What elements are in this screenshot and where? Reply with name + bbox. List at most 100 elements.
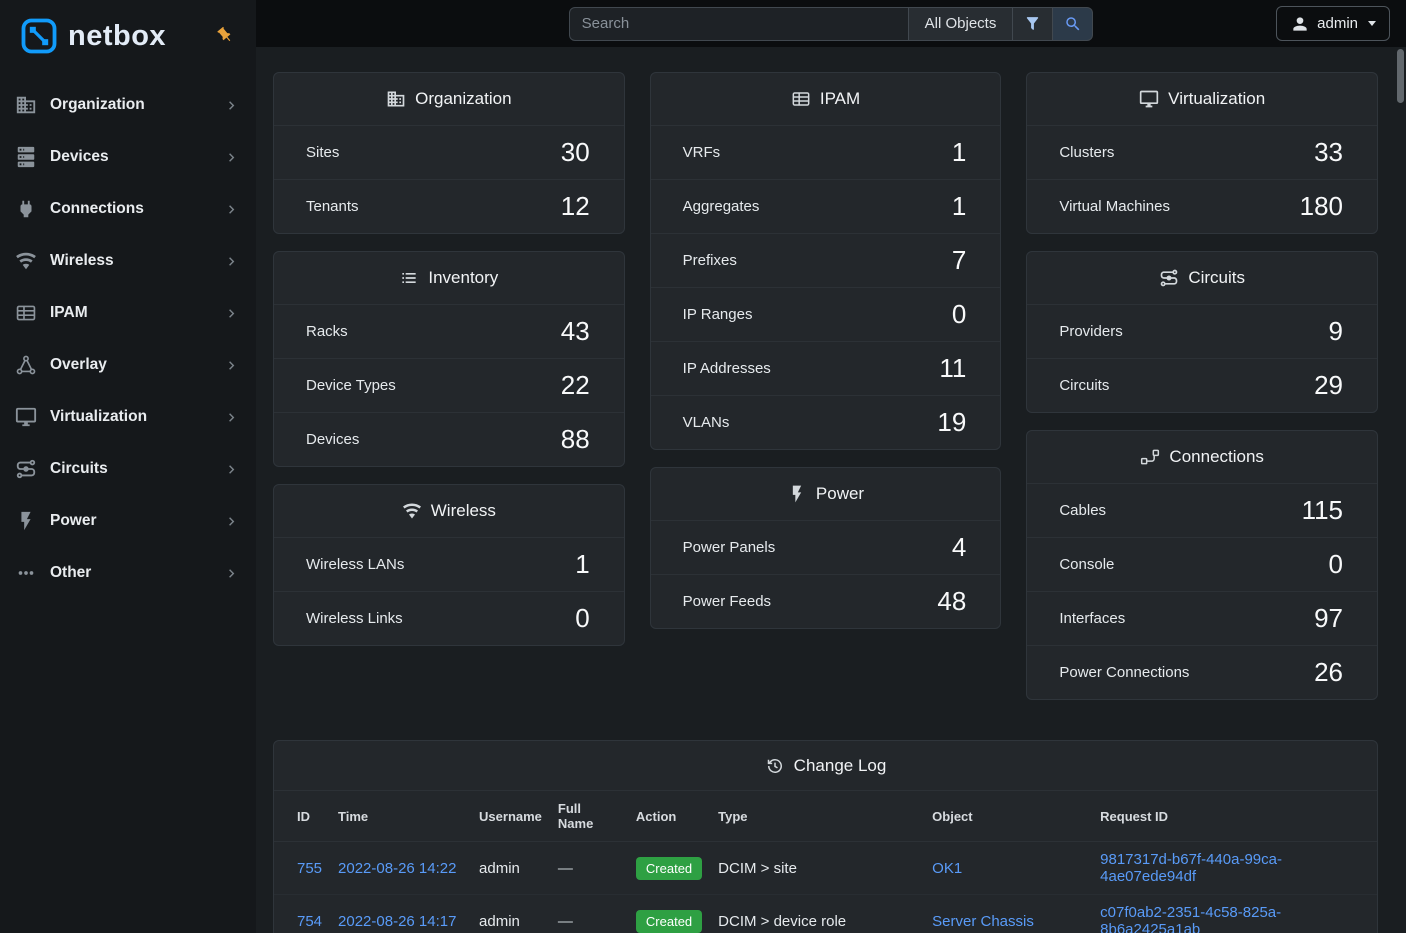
changelog-request-id-link[interactable]: c07f0ab2-2351-4c58-825a-8b6a2425a1ab — [1100, 904, 1282, 933]
sidebar-item-power[interactable]: Power — [0, 495, 256, 547]
chevron-right-icon — [223, 461, 240, 478]
stat-value-link[interactable]: 0 — [575, 603, 590, 633]
stat-row: Sites 30 — [274, 125, 624, 179]
stat-label: IP Addresses — [682, 360, 771, 377]
pin-sidebar-icon[interactable] — [212, 22, 237, 47]
stat-row: Clusters 33 — [1027, 125, 1378, 179]
stat-value-link[interactable]: 30 — [560, 137, 590, 167]
card-ipam: IPAM VRFs 1 Aggregates 1 Prefixes 7 — [649, 72, 1002, 450]
card-title: Inventory — [428, 268, 499, 287]
stat-value-link[interactable]: 11 — [939, 353, 967, 383]
filter-button[interactable] — [1013, 6, 1054, 41]
stat-value-link[interactable]: 7 — [951, 245, 967, 275]
stat-value-link[interactable]: 26 — [1314, 657, 1344, 687]
stat-value-link[interactable]: 19 — [937, 407, 967, 437]
changelog-request-id-link[interactable]: 9817317d-b67f-440a-99ca-4ae07ede94df — [1100, 851, 1282, 885]
stat-label: Racks — [306, 323, 348, 340]
card-title: Connections — [1169, 447, 1264, 466]
card-connections: Connections Cables 115 Console 0 Interfa… — [1026, 430, 1379, 700]
transit-connection-icon — [15, 458, 37, 480]
sidebar-item-circuits[interactable]: Circuits — [0, 443, 256, 495]
sidebar-item-wireless[interactable]: Wireless — [0, 235, 256, 287]
changelog-time-link[interactable]: 2022-08-26 14:22 — [338, 859, 457, 877]
chevron-right-icon — [223, 149, 240, 166]
column-header-full-name: Full Name — [549, 791, 628, 842]
stat-value-link[interactable]: 33 — [1314, 137, 1344, 167]
sidebar-item-label: Connections — [50, 200, 144, 217]
changelog-id-link[interactable]: 754 — [297, 912, 323, 930]
stat-value-link[interactable]: 97 — [1314, 603, 1344, 633]
stat-row: Tenants 12 — [274, 179, 624, 233]
sidebar-item-connections[interactable]: Connections — [0, 183, 256, 235]
sidebar-item-label: Power — [50, 512, 97, 529]
stat-value-link[interactable]: 9 — [1328, 316, 1344, 346]
brand[interactable]: netbox — [0, 0, 256, 72]
object-type-button[interactable]: All Objects — [908, 6, 1014, 41]
wifi-icon — [15, 250, 37, 272]
dashboard-column-3: Virtualization Clusters 33 Virtual Machi… — [1026, 72, 1379, 700]
stat-value-link[interactable]: 43 — [560, 316, 590, 346]
search-button[interactable] — [1053, 6, 1094, 41]
sidebar-item-other[interactable]: Other — [0, 547, 256, 599]
stat-label: Interfaces — [1059, 610, 1126, 627]
stat-value-link[interactable]: 48 — [937, 586, 967, 616]
chevron-right-icon — [223, 357, 240, 374]
table-row: 754 2022-08-26 14:17 admin — Created DCI… — [274, 894, 1377, 933]
user-menu-button[interactable]: admin — [1276, 6, 1390, 41]
card-circuits: Circuits Providers 9 Circuits 29 — [1026, 251, 1379, 413]
stat-value-link[interactable]: 4 — [951, 532, 967, 562]
stat-value-link[interactable]: 0 — [951, 299, 967, 329]
scrollbar-thumb[interactable] — [1397, 49, 1404, 103]
stat-value-link[interactable]: 115 — [1301, 495, 1344, 525]
stat-row: VLANs 19 — [650, 395, 1001, 449]
sidebar-item-devices[interactable]: Devices — [0, 131, 256, 183]
stat-value-link[interactable]: 0 — [1328, 549, 1344, 579]
stat-value-link[interactable]: 22 — [560, 370, 590, 400]
stat-label: Aggregates — [682, 198, 760, 215]
changelog-time-link[interactable]: 2022-08-26 14:17 — [338, 912, 457, 930]
sidebar-item-overlay[interactable]: Overlay — [0, 339, 256, 391]
stat-label: Cables — [1059, 502, 1107, 519]
stat-row: Power Feeds 48 — [650, 574, 1001, 628]
card-header: Organization — [274, 73, 624, 125]
counter-icon — [15, 302, 37, 324]
sidebar: netbox Organization Devices Connections — [0, 0, 256, 933]
history-icon — [765, 756, 785, 776]
stat-value-link[interactable]: 12 — [560, 191, 590, 221]
netbox-logo-icon — [21, 18, 57, 54]
monitor-icon — [15, 406, 37, 428]
card-organization: Organization Sites 30 Tenants 12 — [273, 72, 625, 234]
search-input[interactable] — [568, 6, 909, 41]
stat-value-link[interactable]: 1 — [575, 549, 590, 579]
column-header-id: ID — [274, 791, 331, 842]
stat-row: Console 0 — [1027, 537, 1378, 591]
cable-icon — [1140, 447, 1160, 467]
changelog-id-link[interactable]: 755 — [297, 859, 323, 877]
column-header-action: Action — [627, 791, 711, 842]
wifi-icon — [402, 501, 422, 521]
card-title: Circuits — [1188, 268, 1246, 287]
stat-value-link[interactable]: 29 — [1314, 370, 1344, 400]
sidebar-item-organization[interactable]: Organization — [0, 79, 256, 131]
changelog-full-name: — — [549, 841, 628, 895]
stat-value-link[interactable]: 180 — [1299, 191, 1344, 221]
stat-value-link[interactable]: 1 — [951, 137, 967, 167]
sidebar-item-ipam[interactable]: IPAM — [0, 287, 256, 339]
sidebar-item-label: Devices — [50, 148, 109, 165]
topbar: All Objects admin — [256, 0, 1406, 47]
card-wireless: Wireless Wireless LANs 1 Wireless Links … — [273, 484, 625, 646]
monitor-icon — [1139, 89, 1159, 109]
stat-label: Power Connections — [1059, 664, 1190, 681]
stat-row: Power Connections 26 — [1027, 645, 1378, 699]
changelog-object-link[interactable]: Server Chassis — [932, 912, 1034, 930]
stat-value-link[interactable]: 1 — [951, 191, 967, 221]
card-header: Power — [651, 468, 1001, 520]
stat-value-link[interactable]: 88 — [560, 424, 590, 454]
building-icon — [15, 94, 37, 116]
changelog-object-link[interactable]: OK1 — [932, 859, 963, 877]
stat-row: Wireless LANs 1 — [274, 537, 624, 591]
stat-label: Device Types — [306, 377, 396, 394]
sidebar-item-virtualization[interactable]: Virtualization — [0, 391, 256, 443]
card-power: Power Power Panels 4 Power Feeds 48 — [649, 467, 1002, 629]
stat-label: Virtual Machines — [1059, 198, 1170, 215]
